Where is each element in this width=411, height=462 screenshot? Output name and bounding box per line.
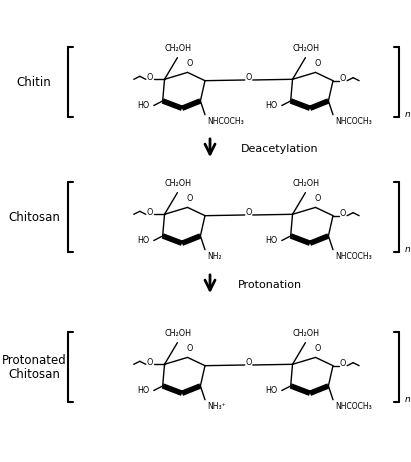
Text: O: O — [147, 208, 153, 217]
Text: O: O — [246, 73, 252, 83]
Text: O: O — [340, 359, 346, 368]
Text: NHCOCH₃: NHCOCH₃ — [335, 117, 372, 126]
Text: n: n — [405, 245, 411, 254]
Text: Chitin: Chitin — [16, 76, 51, 89]
Text: Protonation: Protonation — [238, 280, 302, 290]
Text: Deacetylation: Deacetylation — [241, 144, 319, 154]
Text: O: O — [147, 358, 153, 367]
Text: CH₂OH: CH₂OH — [165, 44, 192, 53]
Text: Protonated: Protonated — [2, 354, 66, 367]
Text: O: O — [246, 208, 252, 218]
Text: n: n — [405, 110, 411, 119]
Text: CH₂OH: CH₂OH — [293, 179, 320, 188]
Text: O: O — [314, 195, 321, 203]
Text: NHCOCH₃: NHCOCH₃ — [207, 117, 244, 126]
Text: O: O — [186, 60, 193, 68]
Text: Chitosan: Chitosan — [8, 368, 60, 381]
Text: O: O — [246, 359, 252, 367]
Text: O: O — [340, 74, 346, 83]
Text: HO: HO — [266, 236, 278, 245]
Text: CH₂OH: CH₂OH — [293, 44, 320, 53]
Text: CH₂OH: CH₂OH — [165, 328, 192, 338]
Text: HO: HO — [138, 101, 150, 110]
Text: O: O — [314, 60, 321, 68]
Text: O: O — [314, 344, 321, 353]
Text: HO: HO — [266, 101, 278, 110]
Text: HO: HO — [266, 386, 278, 395]
Text: O: O — [147, 73, 153, 82]
Text: O: O — [186, 344, 193, 353]
Text: NH₃⁺: NH₃⁺ — [207, 402, 226, 411]
Text: CH₂OH: CH₂OH — [293, 328, 320, 338]
Text: HO: HO — [138, 386, 150, 395]
Text: NH₂: NH₂ — [207, 252, 222, 261]
Text: n: n — [405, 395, 411, 404]
Text: O: O — [186, 195, 193, 203]
Text: HO: HO — [138, 236, 150, 245]
Text: O: O — [340, 209, 346, 218]
Text: NHCOCH₃: NHCOCH₃ — [335, 402, 372, 411]
Text: NHCOCH₃: NHCOCH₃ — [335, 252, 372, 261]
Text: Chitosan: Chitosan — [8, 211, 60, 224]
Text: CH₂OH: CH₂OH — [165, 179, 192, 188]
